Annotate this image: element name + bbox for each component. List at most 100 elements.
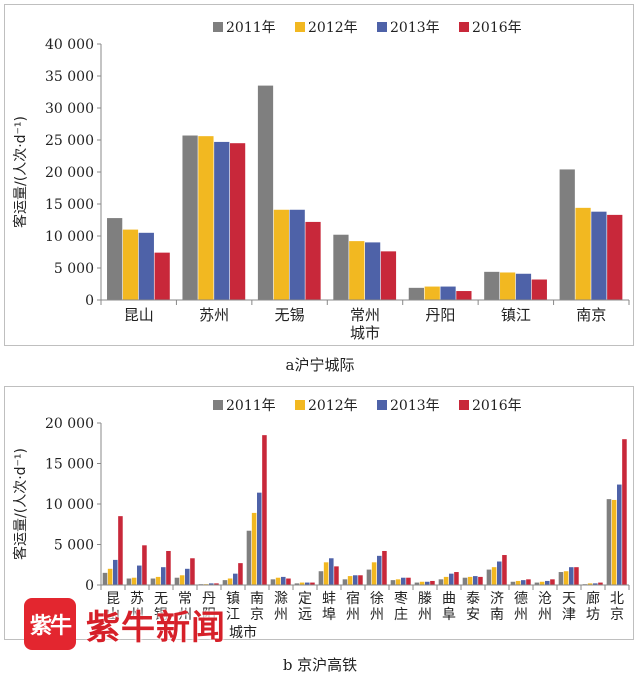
x-category-label: 安 <box>466 607 480 623</box>
legend-swatch-2016年 <box>459 22 469 32</box>
bar-滁州-2013年 <box>281 576 286 585</box>
bar-丹阳-2016年 <box>456 291 472 300</box>
bar-镇江-2013年 <box>233 573 238 585</box>
x-category-label: 曲 <box>442 591 456 607</box>
bar-蚌埠-2013年 <box>329 558 334 585</box>
bar-滕州-2013年 <box>425 581 430 585</box>
y-tick-label: 0 <box>85 293 94 309</box>
x-category-label: 阳 <box>202 607 216 623</box>
bar-常州城市-2016年 <box>380 251 397 300</box>
bar-苏州-2011年 <box>182 135 198 300</box>
bar-苏州-2016年 <box>229 143 246 300</box>
bar-昆山-2012年 <box>122 229 139 300</box>
bar-昆山-2016年 <box>118 516 123 585</box>
bar-蚌埠-2012年 <box>323 562 329 585</box>
chart-panel-b: 0 5 000 10 000 15 000 20 000 客运量/(人次·d⁻¹) 昆山苏州… <box>4 386 634 640</box>
bar-镇江-2016年 <box>531 279 547 300</box>
bar-济南-2013年 <box>497 561 502 585</box>
watermark-logo-text: 紫牛 <box>29 614 72 639</box>
x-category-label: 德 <box>514 591 528 607</box>
x-category-label: 南 <box>490 607 504 623</box>
bar-常州城市-2011年 <box>333 234 349 300</box>
bar-沧州-2012年 <box>539 581 545 585</box>
bar-枣庄-2016年 <box>406 577 411 585</box>
legend-label-2013年: 2013年 <box>390 20 440 36</box>
bar-滁州-2011年 <box>270 579 276 585</box>
x-group-label: 城市 <box>229 624 257 639</box>
bar-南京-2016年 <box>262 435 267 585</box>
x-category-label: 津 <box>562 607 576 623</box>
watermark-logo-icon: 紫牛 <box>24 598 76 650</box>
bar-徐州-2011年 <box>366 569 372 585</box>
x-category-label: 城市 <box>350 324 380 342</box>
y-tick-label: 25 000 <box>45 133 94 149</box>
y-tick-label: 5 000 <box>54 261 94 277</box>
legend-swatch-2011年 <box>213 400 223 410</box>
x-category-label: 京 <box>610 607 624 623</box>
legend-label-2016年: 2016年 <box>472 20 522 36</box>
y-tick-label: 20 000 <box>45 416 94 432</box>
x-category-label: 昆山 <box>124 306 154 324</box>
watermark-text: 紫牛新闻 <box>86 607 226 648</box>
legend-label-2012年: 2012年 <box>308 20 358 36</box>
bar-苏州-2013年 <box>214 141 230 300</box>
bar-昆山-2011年 <box>107 218 123 300</box>
bar-无锡-2016年 <box>305 221 321 300</box>
x-category-label: 济 <box>490 591 504 607</box>
bar-丹阳-2013年 <box>209 583 214 585</box>
bar-天津-2012年 <box>563 571 569 585</box>
x-category-label: 廊 <box>586 590 600 607</box>
bar-镇江-2011年 <box>222 580 228 585</box>
bar-曲阜-2013年 <box>449 573 454 585</box>
x-category-label: 常州 <box>350 306 380 324</box>
legend-label-2011年: 2011年 <box>226 20 276 36</box>
x-category-label: 滕 <box>418 591 432 607</box>
bar-无锡-2012年 <box>273 209 289 300</box>
legend-swatch-2016年 <box>459 400 469 410</box>
y-tick-label: 10 000 <box>45 497 94 513</box>
bar-滁州-2016年 <box>286 578 291 585</box>
bar-丹阳-2012年 <box>424 286 440 300</box>
bar-镇江-2016年 <box>238 563 243 585</box>
y-tick-label: 15 000 <box>45 197 94 213</box>
x-category-label: 泰 <box>466 591 480 607</box>
bar-廊坊-2012年 <box>587 583 593 585</box>
bar-昆山-2016年 <box>154 252 170 300</box>
bar-定远-2012年 <box>299 582 305 585</box>
bar-曲阜-2012年 <box>443 576 449 585</box>
bar-南京-2012年 <box>575 207 591 300</box>
bar-宿州-2016年 <box>358 575 363 585</box>
bar-常州-2016年 <box>190 558 195 585</box>
x-category-label: 州 <box>370 607 384 623</box>
x-category-label: 南京 <box>576 306 606 324</box>
bar-济南-2011年 <box>486 569 492 585</box>
x-category-label: 常 <box>178 591 192 607</box>
x-category-label: 定 <box>298 591 312 607</box>
bar-滁州-2012年 <box>275 577 281 585</box>
bar-镇江-2012年 <box>500 272 516 300</box>
bar-定远-2016年 <box>310 582 315 585</box>
x-category-label: 州 <box>418 607 432 623</box>
bar-南京-2011年 <box>559 169 575 300</box>
bar-无锡-2012年 <box>155 576 161 585</box>
bar-镇江-2012年 <box>227 578 233 585</box>
bar-泰安-2011年 <box>462 577 468 585</box>
bar-沧州-2016年 <box>550 579 555 585</box>
bar-枣庄-2013年 <box>401 577 406 585</box>
x-category-label: 州 <box>346 607 360 623</box>
bar-廊坊-2013年 <box>593 583 598 585</box>
bar-南京-2016年 <box>607 214 623 300</box>
y-tick-label: 30 000 <box>45 101 94 117</box>
bar-德州-2013年 <box>521 580 526 585</box>
bar-苏州-2013年 <box>137 565 142 585</box>
bar-曲阜-2011年 <box>438 579 444 585</box>
y-axis-label: 客运量/(人次·d⁻¹) <box>12 448 29 560</box>
bar-丹阳-2016年 <box>214 583 219 585</box>
x-category-label: 州 <box>130 607 144 623</box>
bar-镇江-2011年 <box>484 271 500 300</box>
x-category-label: 宿 <box>346 590 360 607</box>
y-tick-label: 0 <box>85 578 94 594</box>
x-category-label: 苏州 <box>199 306 229 324</box>
x-category-label: 丹阳 <box>425 306 455 324</box>
caption-a: a沪宁城际 <box>285 356 355 374</box>
